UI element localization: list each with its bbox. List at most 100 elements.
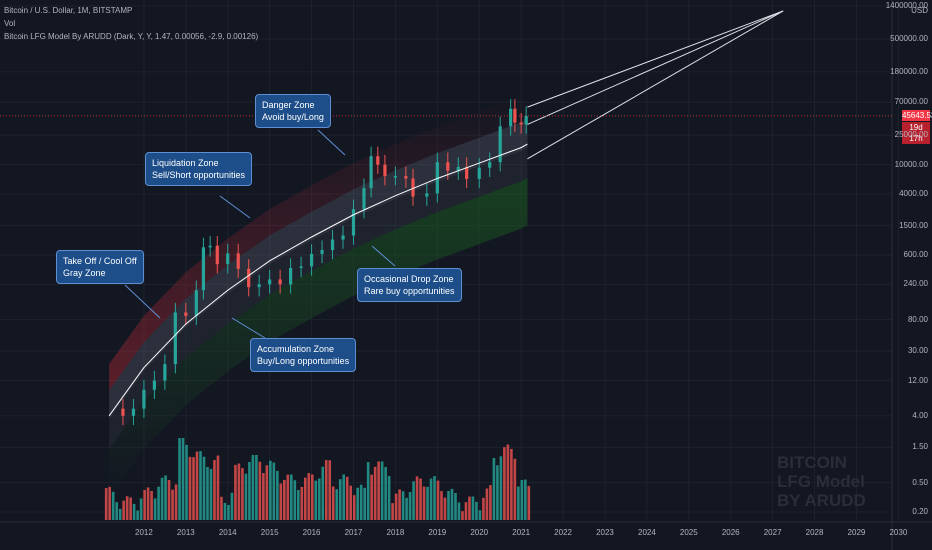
price-tick-label: 1400000.00 bbox=[885, 1, 928, 10]
volume-bar bbox=[475, 501, 478, 520]
candle-body bbox=[142, 389, 146, 409]
time-tick-label: 2015 bbox=[260, 528, 279, 537]
callout-pointer bbox=[124, 284, 161, 319]
volume-bar bbox=[104, 488, 108, 520]
candle-body bbox=[194, 290, 198, 316]
candle-body bbox=[247, 268, 251, 288]
candle-body bbox=[488, 162, 492, 168]
volume-bar bbox=[345, 476, 349, 520]
bar-countdown: 19d 17h bbox=[909, 123, 923, 143]
price-tick-label: 4000.00 bbox=[899, 189, 928, 199]
candle-body bbox=[513, 108, 517, 123]
candle-body bbox=[163, 364, 167, 381]
volume-bar bbox=[331, 486, 335, 520]
candle-body bbox=[268, 279, 272, 285]
volume-bar bbox=[241, 468, 244, 520]
volume-bar bbox=[506, 444, 510, 520]
price-tick-label: 600.00 bbox=[903, 249, 928, 259]
volume-bar bbox=[125, 496, 129, 520]
volume-bar bbox=[391, 503, 394, 520]
time-tick-label: 2022 bbox=[554, 528, 572, 537]
volume-bar bbox=[317, 478, 321, 520]
volume-bar bbox=[520, 480, 524, 520]
time-tick-label: 2025 bbox=[679, 528, 698, 537]
volume-bar bbox=[415, 476, 419, 520]
watermark-line: BY ARUDD bbox=[777, 491, 866, 510]
candle-body bbox=[376, 156, 380, 165]
volume-bar bbox=[419, 478, 422, 520]
callout-line: Accumulation Zone bbox=[257, 344, 335, 354]
candle-body bbox=[289, 267, 293, 285]
candle-body bbox=[498, 126, 502, 163]
price-tick-label: 70000.00 bbox=[894, 97, 928, 107]
volume-bar bbox=[405, 497, 408, 520]
candle-body bbox=[411, 178, 415, 197]
volume-bar bbox=[517, 486, 520, 520]
time-tick-label: 2020 bbox=[470, 528, 489, 537]
callout-pointer bbox=[317, 129, 346, 156]
volume-bar bbox=[206, 466, 209, 520]
candle-body bbox=[121, 408, 125, 416]
price-tick-label: 240.00 bbox=[903, 279, 928, 289]
candle-body bbox=[519, 122, 523, 125]
candle-body bbox=[278, 279, 282, 285]
volume-bar bbox=[192, 457, 195, 520]
time-tick-label: 2028 bbox=[805, 528, 824, 537]
volume-bar bbox=[251, 455, 255, 520]
projection-line bbox=[527, 10, 784, 108]
volume-bar bbox=[118, 508, 122, 520]
callout-pointer bbox=[231, 317, 266, 339]
volume-bar bbox=[265, 465, 269, 520]
volume-bar bbox=[237, 463, 241, 520]
volume-bar bbox=[248, 461, 251, 520]
callout-line: Buy/Long opportunities bbox=[257, 356, 350, 366]
price-tick-label: 30.00 bbox=[907, 346, 928, 356]
time-tick-label: 2018 bbox=[386, 528, 405, 537]
volume-bar bbox=[482, 497, 485, 520]
volume-bar bbox=[108, 486, 111, 520]
volume-bar bbox=[300, 486, 304, 520]
volume-bar bbox=[464, 502, 468, 520]
volume-bar bbox=[136, 510, 139, 520]
price-tick-label: 80.00 bbox=[907, 314, 928, 324]
volume-bar bbox=[220, 496, 223, 520]
volume-bar bbox=[454, 492, 457, 520]
volume-bar bbox=[412, 481, 415, 520]
volume-bar bbox=[478, 510, 482, 520]
callout-line: Sell/Short opportunities bbox=[152, 170, 246, 180]
volume-bar bbox=[450, 488, 454, 520]
volume-bar bbox=[157, 486, 160, 520]
indicator-legend[interactable]: Bitcoin LFG Model By ARUDD (Dark, Y, Y, … bbox=[4, 32, 259, 41]
watermark-line: LFG Model bbox=[777, 472, 865, 491]
callout-liquidation-zone: Liquidation Zone Sell/Short opportunitie… bbox=[145, 152, 253, 186]
volume-bar bbox=[199, 451, 202, 520]
price-axis-currency: USD bbox=[888, 6, 928, 15]
danger-zone-band bbox=[109, 92, 528, 391]
volume-bar bbox=[153, 498, 157, 520]
price-tick-label: 1500.00 bbox=[899, 220, 928, 230]
time-tick-label: 2013 bbox=[176, 528, 195, 537]
volume-bar bbox=[185, 444, 188, 520]
symbol-title[interactable]: Bitcoin / U.S. Dollar, 1M, BITSTAMP bbox=[4, 6, 133, 15]
volume-bar bbox=[349, 485, 352, 520]
candle-body bbox=[208, 245, 212, 248]
currency-label: USD bbox=[911, 6, 928, 15]
callout-line: Gray Zone bbox=[63, 268, 106, 278]
volume-bar bbox=[503, 447, 506, 520]
candle-body bbox=[362, 188, 366, 210]
volume-bar bbox=[401, 491, 405, 520]
volume-bar bbox=[447, 490, 450, 520]
callout-danger-zone: Danger Zone Avoid buy/Long bbox=[255, 94, 331, 128]
time-tick-label: 2016 bbox=[302, 528, 321, 537]
candle-body bbox=[173, 312, 177, 365]
price-tick-label: 0.20 bbox=[912, 507, 928, 516]
candle-body bbox=[257, 284, 261, 288]
volume-bar bbox=[244, 473, 248, 520]
price-tick-label: 4.00 bbox=[912, 410, 928, 420]
price-tick-label: 0.50 bbox=[912, 477, 928, 487]
volume-bar bbox=[338, 479, 342, 520]
countdown-tag: 19d 17h bbox=[902, 122, 930, 144]
volume-bar bbox=[352, 495, 356, 520]
volume-legend[interactable]: Vol bbox=[4, 19, 16, 28]
volume-bar bbox=[310, 474, 314, 520]
